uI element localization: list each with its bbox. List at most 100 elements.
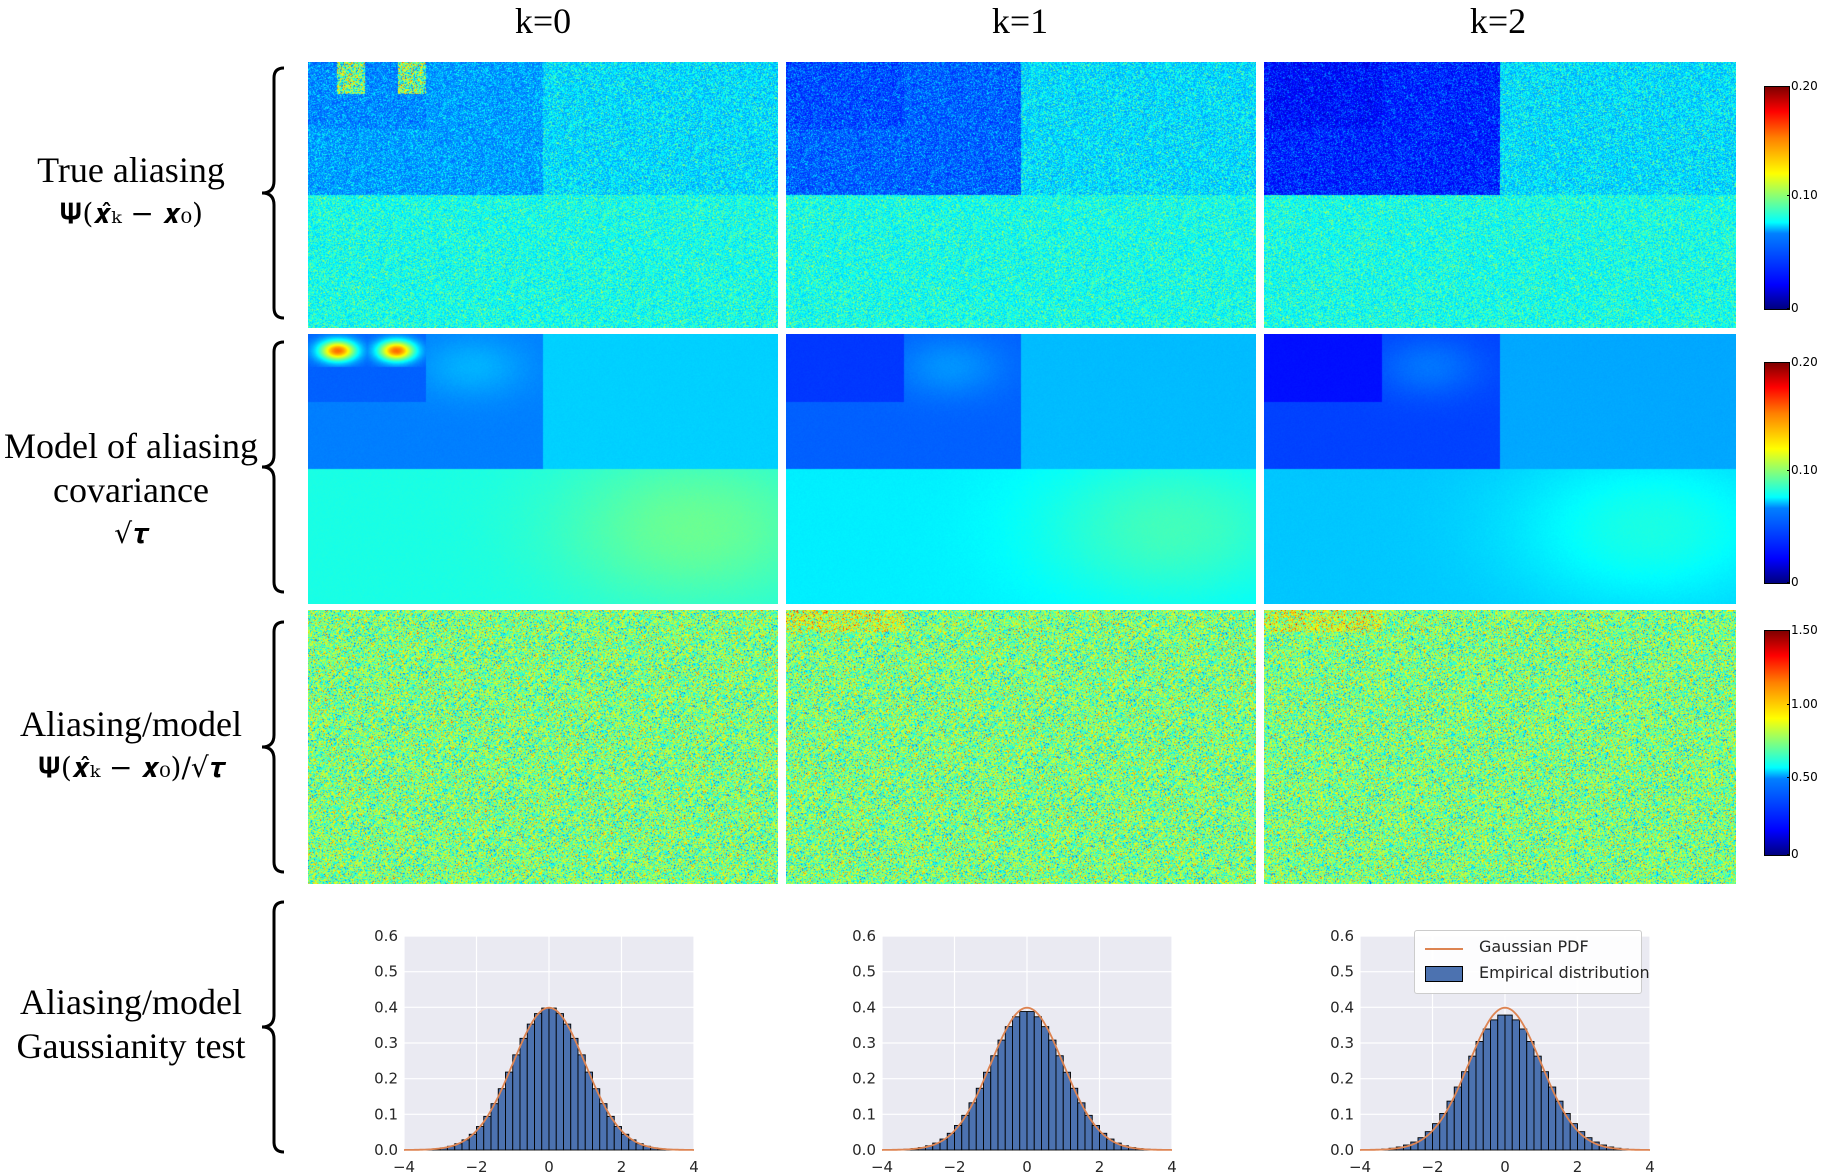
row-label-formula: √𝝉 xyxy=(114,517,148,550)
y-tick-label: 0.2 xyxy=(1330,1070,1354,1088)
x-tick-label: 0 xyxy=(544,1158,554,1172)
x-tick-label: 2 xyxy=(1095,1158,1105,1172)
histogram-k0: 0.0 0.1 0.2 0.3 0.4 0.5 0.6 −4 −2 0 2 4 xyxy=(374,927,698,1172)
row-label-line2: covariance xyxy=(53,470,209,510)
colorbar-row2-max: 0.20 xyxy=(1787,355,1818,369)
histogram-bar xyxy=(997,1039,1006,1151)
row-label-model-covariance: Model of aliasing covariance √𝝉 xyxy=(0,424,262,556)
colorbar-row1-max: 0.20 xyxy=(1787,79,1818,93)
histogram-bar xyxy=(1055,1055,1064,1151)
y-tick-label: 0.5 xyxy=(852,963,876,981)
histogram-bar xyxy=(599,1103,608,1151)
histogram-bar xyxy=(1497,1014,1506,1151)
x-tick-label: 2 xyxy=(617,1158,627,1172)
histogram-bar xyxy=(555,1013,564,1151)
histogram-legend: Gaussian PDF Empirical distribution xyxy=(1414,930,1650,994)
y-tick-label: 0.0 xyxy=(852,1141,876,1159)
histogram-bar xyxy=(497,1088,506,1151)
row-label-formula: 𝚿(𝒙̂ₖ − 𝒙₀) xyxy=(59,197,203,230)
histogram-bar xyxy=(563,1023,572,1151)
histogram-bar xyxy=(1526,1041,1535,1151)
legend-bar-swatch xyxy=(1425,966,1463,982)
colorbar-row1-min: 0 xyxy=(1787,301,1799,315)
y-tick-label: 0.1 xyxy=(1330,1105,1354,1123)
gaussian-pdf-line xyxy=(881,1006,1173,1151)
legend-line-swatch xyxy=(1425,948,1463,950)
histogram-bar xyxy=(975,1087,984,1151)
histogram-bar xyxy=(983,1071,992,1151)
histogram-bar xyxy=(1533,1055,1542,1151)
brace-row3 xyxy=(261,620,285,874)
histogram-bar xyxy=(1475,1041,1484,1151)
panel-true-aliasing-k1 xyxy=(786,62,1256,328)
brace-row1 xyxy=(261,66,285,320)
histogram-bar xyxy=(1548,1086,1557,1151)
colorbar-row3-low: 0.50 xyxy=(1787,770,1818,784)
histogram-bar xyxy=(490,1103,499,1151)
gaussian-pdf-line xyxy=(1359,1006,1651,1151)
row-label-line2: Gaussianity test xyxy=(16,1026,246,1066)
y-tick-label: 0.3 xyxy=(374,1034,398,1052)
panel-true-aliasing-k0 xyxy=(308,62,778,328)
y-tick-label: 0.2 xyxy=(852,1070,876,1088)
row-label-true-aliasing: True aliasing 𝚿(𝒙̂ₖ − 𝒙₀) xyxy=(0,148,262,236)
panel-model-covariance-k0 xyxy=(308,334,778,604)
column-title-k2: k=2 xyxy=(1469,1,1527,41)
y-tick-label: 0.1 xyxy=(374,1105,398,1123)
row-label-line1: Aliasing/model xyxy=(20,982,242,1022)
x-tick-label: 0 xyxy=(1500,1158,1510,1172)
histogram-k1: 0.0 0.1 0.2 0.3 0.4 0.5 0.6 −4 −2 0 2 4 xyxy=(852,927,1176,1172)
histogram-bar xyxy=(1504,1014,1513,1151)
histogram-bar xyxy=(1048,1039,1057,1151)
histogram-bar xyxy=(1004,1026,1013,1151)
histogram-bar xyxy=(577,1054,586,1151)
x-tick-label: 0 xyxy=(1022,1158,1032,1172)
x-tick-label: 4 xyxy=(1645,1158,1654,1172)
histogram-bar xyxy=(570,1037,579,1151)
y-tick-label: 0.0 xyxy=(374,1141,398,1159)
x-tick-label: −4 xyxy=(871,1158,893,1172)
colorbar-row2 xyxy=(1764,362,1790,584)
brace-row2 xyxy=(261,340,285,594)
histogram-bar xyxy=(505,1071,514,1151)
y-tick-label: 0.4 xyxy=(374,998,398,1016)
histogram-bar xyxy=(534,1013,543,1151)
y-tick-label: 0.3 xyxy=(1330,1034,1354,1052)
histogram-bar xyxy=(592,1088,601,1151)
histogram-bar xyxy=(526,1023,535,1151)
panel-model-covariance-k1 xyxy=(786,334,1256,604)
x-tick-label: 2 xyxy=(1573,1158,1583,1172)
histogram-bar xyxy=(512,1054,521,1151)
colorbar-row1 xyxy=(1764,86,1790,310)
histogram-bar xyxy=(1062,1071,1071,1151)
y-tick-label: 0.3 xyxy=(852,1034,876,1052)
histogram-bar xyxy=(1026,1011,1035,1151)
panel-aliasing-model-k0 xyxy=(308,610,778,884)
panel-aliasing-model-k2 xyxy=(1264,610,1736,884)
y-tick-label: 0.6 xyxy=(374,927,398,945)
histogram-bar xyxy=(1490,1019,1499,1151)
row-label-line1: Aliasing/model xyxy=(20,704,242,744)
row-label-line1: Model of aliasing xyxy=(4,426,258,466)
panel-aliasing-model-k1 xyxy=(786,610,1256,884)
histogram-bar xyxy=(548,1007,557,1151)
histogram-bar xyxy=(1033,1016,1042,1151)
colorbar-row2-mid: 0.10 xyxy=(1787,463,1818,477)
legend-empirical-label: Empirical distribution xyxy=(1479,963,1650,982)
x-tick-label: −2 xyxy=(943,1158,965,1172)
column-title-k0: k=0 xyxy=(514,1,572,41)
histogram-bar xyxy=(1041,1026,1050,1151)
y-tick-label: 0.6 xyxy=(852,927,876,945)
gaussian-pdf-line xyxy=(403,1006,695,1151)
histogram-bar xyxy=(1519,1028,1528,1151)
x-tick-label: −4 xyxy=(393,1158,415,1172)
colorbar-row3-min: 0 xyxy=(1787,847,1799,861)
histogram-bar xyxy=(1070,1087,1079,1151)
brace-row4 xyxy=(261,900,285,1154)
y-tick-label: 0.5 xyxy=(1330,963,1354,981)
histogram-bar xyxy=(584,1071,593,1151)
y-tick-label: 0.6 xyxy=(1330,927,1354,945)
histogram-bar xyxy=(1482,1028,1491,1151)
y-tick-label: 0.4 xyxy=(1330,998,1354,1016)
colorbar-row3-mid: 1.00 xyxy=(1787,697,1818,711)
